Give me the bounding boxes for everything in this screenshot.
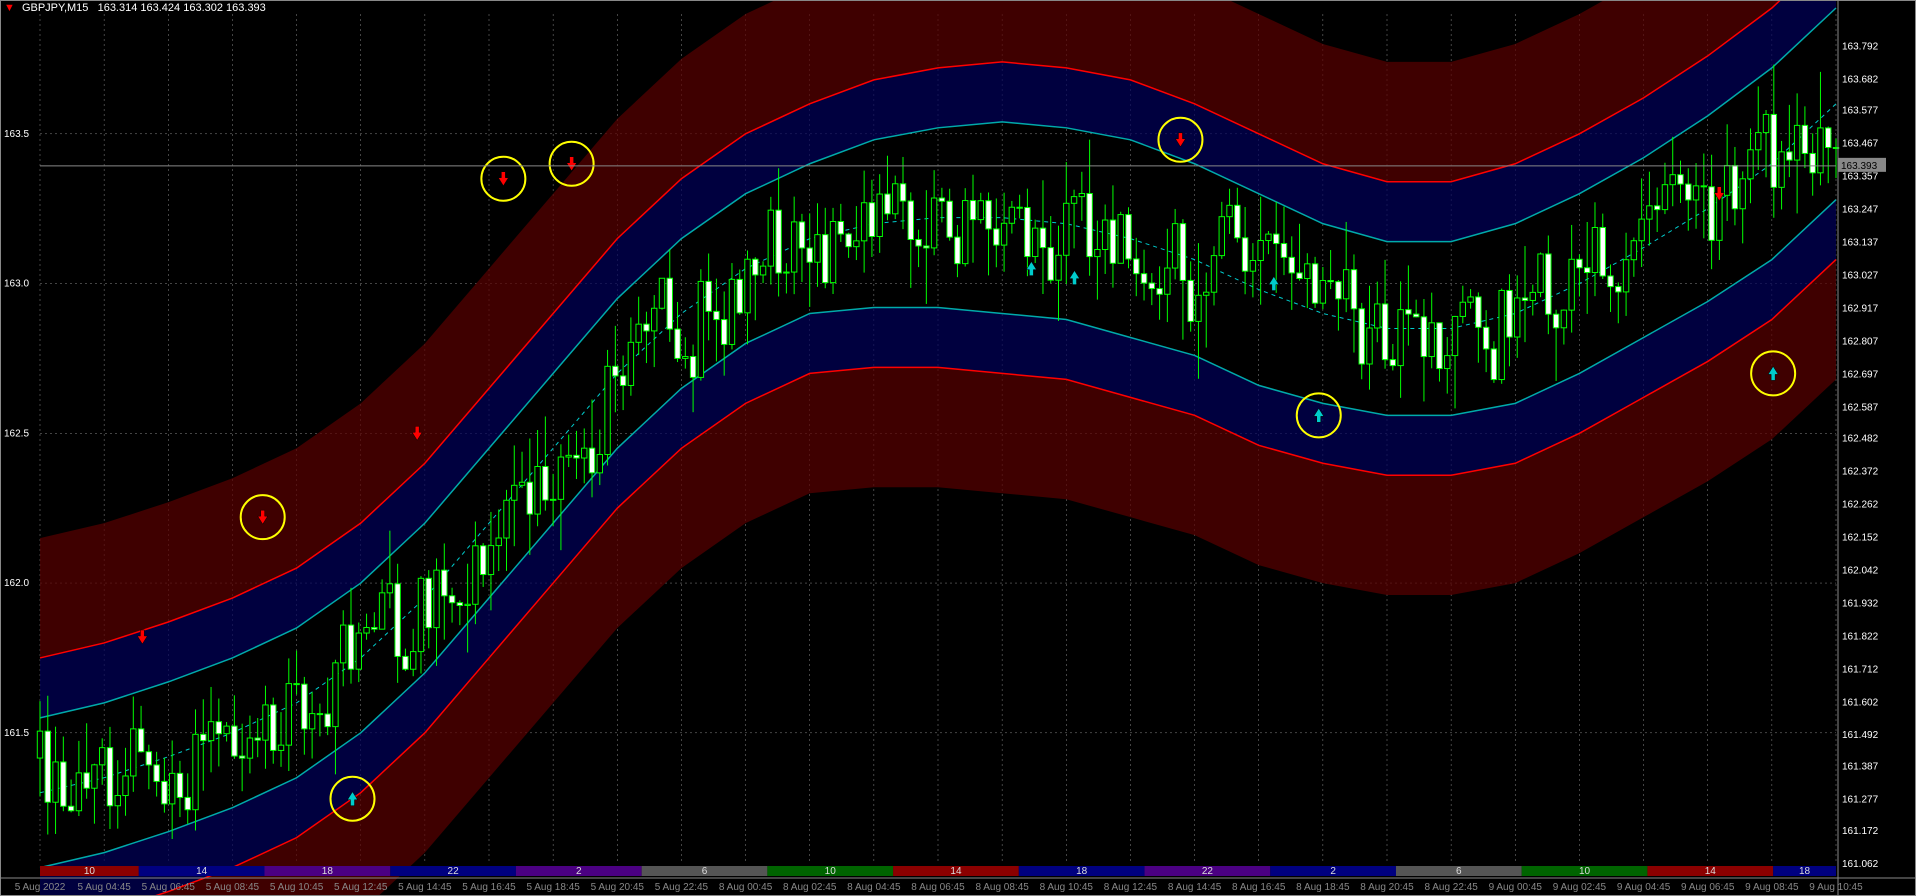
y-tick-right: 162.042 xyxy=(1842,565,1879,576)
svg-text:14: 14 xyxy=(950,866,962,877)
y-tick-right: 163.357 xyxy=(1842,172,1879,183)
up-arrow-icon xyxy=(1069,271,1079,285)
x-tick: 8 Aug 12:45 xyxy=(1104,882,1158,893)
y-tick-right: 163.682 xyxy=(1842,74,1879,85)
x-tick: 5 Aug 18:45 xyxy=(526,882,580,893)
x-tick: 9 Aug 04:45 xyxy=(1617,882,1671,893)
svg-text:18: 18 xyxy=(1076,866,1088,877)
svg-text:22: 22 xyxy=(1202,866,1214,877)
y-tick-right: 163.467 xyxy=(1842,139,1879,150)
y-tick-right: 163.577 xyxy=(1842,106,1879,117)
y-tick-right: 162.262 xyxy=(1842,500,1879,511)
y-tick-right: 161.602 xyxy=(1842,697,1879,708)
y-tick-right: 163.247 xyxy=(1842,205,1879,216)
y-tick-right: 161.172 xyxy=(1842,826,1879,837)
x-tick: 5 Aug 04:45 xyxy=(77,882,131,893)
x-tick: 9 Aug 10:45 xyxy=(1809,882,1863,893)
down-arrow-icon: ▼ xyxy=(4,2,15,14)
x-tick: 5 Aug 16:45 xyxy=(462,882,516,893)
y-tick-right: 163.792 xyxy=(1842,41,1879,52)
x-tick: 8 Aug 00:45 xyxy=(719,882,773,893)
svg-text:18: 18 xyxy=(1799,866,1811,877)
x-tick: 5 Aug 06:45 xyxy=(142,882,196,893)
x-tick: 8 Aug 02:45 xyxy=(783,882,837,893)
x-tick: 8 Aug 04:45 xyxy=(847,882,901,893)
x-tick: 5 Aug 20:45 xyxy=(591,882,645,893)
y-tick-left: 162.0 xyxy=(4,578,29,589)
session-bar: 10141822261014182226101418 xyxy=(40,866,1836,877)
x-tick: 5 Aug 2022 xyxy=(15,882,66,893)
x-tick: 8 Aug 20:45 xyxy=(1360,882,1414,893)
svg-text:10: 10 xyxy=(1579,866,1591,877)
x-tick: 8 Aug 08:45 xyxy=(975,882,1029,893)
price-box-value: 163.393 xyxy=(1841,161,1878,172)
y-tick-right: 162.152 xyxy=(1842,533,1879,544)
y-tick-right: 162.917 xyxy=(1842,303,1879,314)
y-tick-left: 161.5 xyxy=(4,728,29,739)
x-tick: 8 Aug 16:45 xyxy=(1232,882,1286,893)
up-arrow-icon xyxy=(1269,277,1279,291)
x-tick: 8 Aug 06:45 xyxy=(911,882,965,893)
svg-text:14: 14 xyxy=(1705,866,1717,877)
x-tick: 9 Aug 02:45 xyxy=(1553,882,1607,893)
y-tick-right: 161.932 xyxy=(1842,598,1879,609)
x-tick: 8 Aug 22:45 xyxy=(1424,882,1478,893)
x-tick: 9 Aug 06:45 xyxy=(1681,882,1735,893)
svg-text:22: 22 xyxy=(448,866,460,877)
svg-text:6: 6 xyxy=(1456,866,1462,877)
y-tick-right: 162.697 xyxy=(1842,369,1879,380)
svg-text:14: 14 xyxy=(196,866,208,877)
y-tick-right: 162.372 xyxy=(1842,467,1879,478)
x-tick: 8 Aug 14:45 xyxy=(1168,882,1222,893)
x-tick: 9 Aug 00:45 xyxy=(1489,882,1543,893)
y-tick-right: 161.387 xyxy=(1842,762,1879,773)
x-tick: 8 Aug 10:45 xyxy=(1040,882,1094,893)
y-tick-right: 161.062 xyxy=(1842,859,1879,870)
y-tick-right: 161.712 xyxy=(1842,664,1879,675)
svg-text:6: 6 xyxy=(702,866,708,877)
chart-header: ▼ GBPJPY,M15 163.314 163.424 163.302 163… xyxy=(4,2,266,14)
chart-window[interactable]: ▼ GBPJPY,M15 163.314 163.424 163.302 163… xyxy=(0,0,1916,896)
y-tick-left: 163.0 xyxy=(4,279,29,290)
x-tick: 8 Aug 18:45 xyxy=(1296,882,1350,893)
x-tick: 5 Aug 22:45 xyxy=(655,882,709,893)
ohlc-label: 163.314 163.424 163.302 163.393 xyxy=(98,2,266,14)
chart-canvas[interactable]: 163.393 161.5 162.0 162.5 163.0 163.5 161.062 1… xyxy=(0,0,1916,896)
x-tick: 5 Aug 14:45 xyxy=(398,882,452,893)
svg-text:2: 2 xyxy=(1330,866,1336,877)
svg-text:10: 10 xyxy=(825,866,837,877)
y-tick-right: 162.807 xyxy=(1842,336,1879,347)
svg-text:2: 2 xyxy=(576,866,582,877)
svg-text:18: 18 xyxy=(322,866,334,877)
y-tick-right: 163.137 xyxy=(1842,238,1879,249)
x-tick: 5 Aug 08:45 xyxy=(206,882,260,893)
y-tick-left: 162.5 xyxy=(4,428,29,439)
y-tick-right: 162.482 xyxy=(1842,434,1879,445)
x-tick: 9 Aug 08:45 xyxy=(1745,882,1799,893)
y-tick-right: 161.277 xyxy=(1842,795,1879,806)
symbol-label: GBPJPY,M15 xyxy=(22,2,88,14)
svg-text:10: 10 xyxy=(84,866,96,877)
down-arrow-icon xyxy=(498,172,508,186)
x-tick: 5 Aug 12:45 xyxy=(334,882,388,893)
y-tick-right: 163.027 xyxy=(1842,270,1879,281)
y-tick-right: 162.587 xyxy=(1842,402,1879,413)
y-tick-right: 161.822 xyxy=(1842,631,1879,642)
y-tick-right: 161.492 xyxy=(1842,730,1879,741)
y-tick-left: 163.5 xyxy=(4,129,29,140)
x-tick: 5 Aug 10:45 xyxy=(270,882,324,893)
